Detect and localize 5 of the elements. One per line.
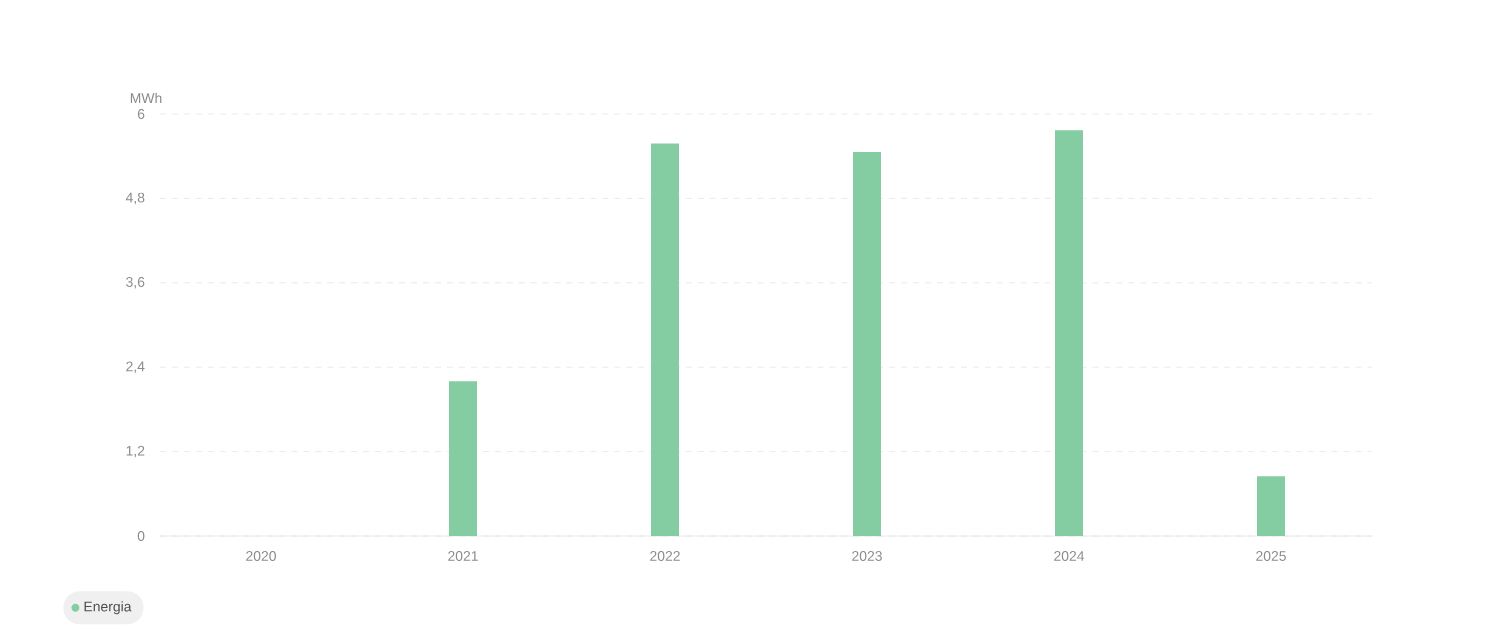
bar <box>853 151 881 536</box>
bar <box>1257 476 1286 536</box>
bar <box>449 381 477 536</box>
bar <box>1055 130 1084 536</box>
bar <box>651 143 679 536</box>
